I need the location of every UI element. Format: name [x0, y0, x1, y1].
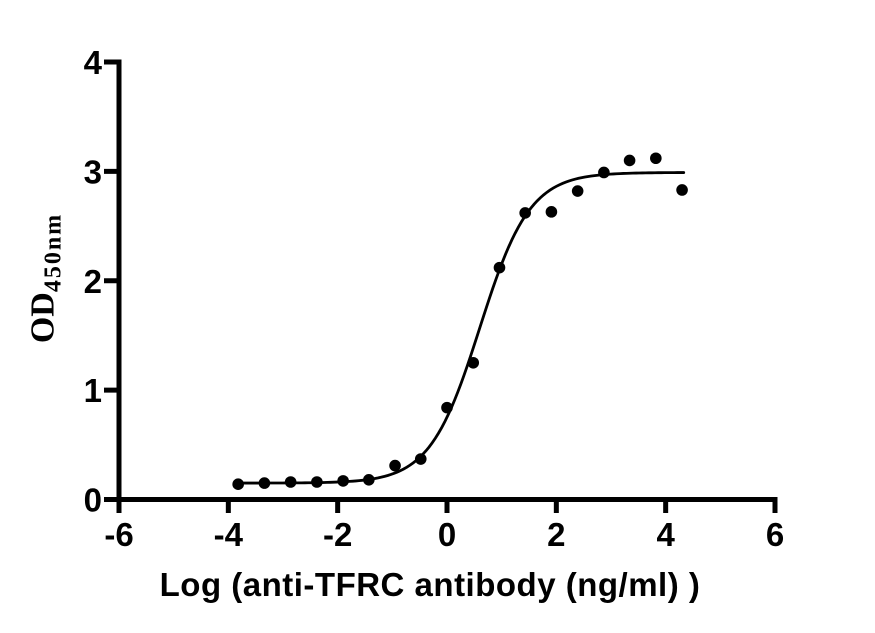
data-point — [258, 477, 271, 489]
y-tick-label: 3 — [84, 153, 102, 190]
fit-curve — [236, 171, 686, 485]
data-point — [414, 453, 427, 465]
y-axis-title-subscript: 450nm — [40, 212, 67, 293]
data-point — [363, 474, 375, 486]
x-tick-label: 6 — [766, 516, 784, 553]
x-tick-label: 2 — [547, 516, 565, 553]
data-point — [493, 261, 506, 274]
y-tick-label: 1 — [84, 372, 102, 409]
x-tick-label: -6 — [104, 516, 133, 553]
y-tick-label: 2 — [84, 263, 102, 300]
data-point — [650, 152, 662, 165]
data-point — [337, 475, 349, 487]
y-axis-title: OD450nm — [25, 213, 68, 343]
y-tick-label: 4 — [84, 44, 103, 81]
data-point — [441, 401, 453, 414]
data-point — [467, 356, 480, 369]
y-axis-title-main: OD — [24, 292, 62, 344]
data-point — [284, 476, 297, 488]
y-tick-label: 0 — [84, 482, 102, 519]
x-tick-label: -2 — [323, 516, 352, 553]
data-point — [676, 184, 688, 196]
data-point — [311, 476, 323, 488]
data-point — [598, 166, 610, 179]
data-point — [623, 154, 636, 167]
x-axis-title: Log (anti-TFRC antibody (ng/ml) ) — [159, 566, 701, 603]
data-point — [571, 185, 584, 197]
data-point — [389, 459, 401, 472]
x-tick-label: -4 — [214, 516, 244, 553]
data-point — [232, 478, 244, 490]
data-point — [545, 206, 558, 218]
x-tick-label: 0 — [438, 516, 456, 553]
x-tick-label: 4 — [656, 516, 675, 553]
data-point — [519, 207, 531, 219]
